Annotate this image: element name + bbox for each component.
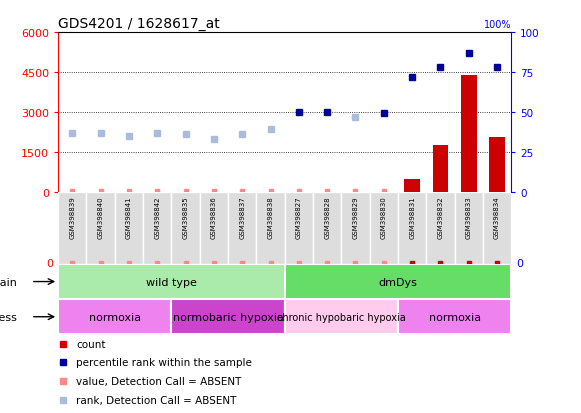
Bar bbox=[398, 299, 511, 335]
Text: GDS4201 / 1628617_at: GDS4201 / 1628617_at bbox=[58, 17, 220, 31]
Text: normobaric hypoxia: normobaric hypoxia bbox=[173, 312, 284, 322]
Bar bbox=[200, 192, 228, 264]
Bar bbox=[256, 192, 285, 264]
Text: GSM398837: GSM398837 bbox=[239, 196, 245, 238]
Text: GSM398836: GSM398836 bbox=[211, 196, 217, 238]
Bar bbox=[398, 192, 426, 264]
Bar bbox=[342, 192, 370, 264]
Text: strain: strain bbox=[0, 277, 17, 287]
Text: GSM398839: GSM398839 bbox=[69, 196, 76, 238]
Bar bbox=[58, 192, 87, 264]
Text: GSM398832: GSM398832 bbox=[437, 196, 443, 238]
Text: GSM398841: GSM398841 bbox=[126, 196, 132, 238]
Bar bbox=[461, 76, 476, 192]
Bar bbox=[370, 192, 398, 264]
Text: normoxia: normoxia bbox=[89, 312, 141, 322]
Bar bbox=[143, 192, 171, 264]
Text: count: count bbox=[76, 339, 106, 349]
Text: GSM398828: GSM398828 bbox=[324, 196, 330, 238]
Text: value, Detection Call = ABSENT: value, Detection Call = ABSENT bbox=[76, 376, 242, 386]
Text: GSM398829: GSM398829 bbox=[353, 196, 358, 238]
Bar bbox=[313, 192, 342, 264]
Text: GSM398834: GSM398834 bbox=[494, 196, 500, 238]
Text: chronic hypobaric hypoxia: chronic hypobaric hypoxia bbox=[277, 312, 406, 322]
Bar bbox=[171, 192, 200, 264]
Text: 0: 0 bbox=[516, 258, 523, 268]
Bar bbox=[489, 138, 505, 192]
Text: GSM398831: GSM398831 bbox=[409, 196, 415, 238]
Bar bbox=[285, 264, 511, 299]
Text: percentile rank within the sample: percentile rank within the sample bbox=[76, 357, 252, 368]
Bar bbox=[455, 192, 483, 264]
Bar bbox=[483, 192, 511, 264]
Bar bbox=[285, 192, 313, 264]
Text: GSM398840: GSM398840 bbox=[98, 196, 103, 238]
Bar bbox=[426, 192, 455, 264]
Text: GSM398830: GSM398830 bbox=[381, 196, 387, 238]
Text: GSM398827: GSM398827 bbox=[296, 196, 302, 238]
Bar bbox=[171, 299, 285, 335]
Text: stress: stress bbox=[0, 312, 17, 322]
Text: GSM398833: GSM398833 bbox=[466, 196, 472, 238]
Text: GSM398842: GSM398842 bbox=[154, 196, 160, 238]
Bar bbox=[115, 192, 143, 264]
Bar bbox=[228, 192, 256, 264]
Bar bbox=[58, 299, 171, 335]
Bar bbox=[285, 299, 398, 335]
Text: rank, Detection Call = ABSENT: rank, Detection Call = ABSENT bbox=[76, 394, 236, 405]
Text: 100%: 100% bbox=[484, 20, 511, 30]
Bar bbox=[404, 179, 420, 192]
Text: GSM398838: GSM398838 bbox=[267, 196, 274, 238]
Bar bbox=[58, 264, 285, 299]
Text: 0: 0 bbox=[46, 258, 53, 268]
Bar bbox=[433, 146, 449, 192]
Text: wild type: wild type bbox=[146, 277, 197, 287]
Text: normoxia: normoxia bbox=[429, 312, 480, 322]
Text: GSM398835: GSM398835 bbox=[182, 196, 189, 238]
Text: dmDys: dmDys bbox=[379, 277, 417, 287]
Bar bbox=[87, 192, 115, 264]
